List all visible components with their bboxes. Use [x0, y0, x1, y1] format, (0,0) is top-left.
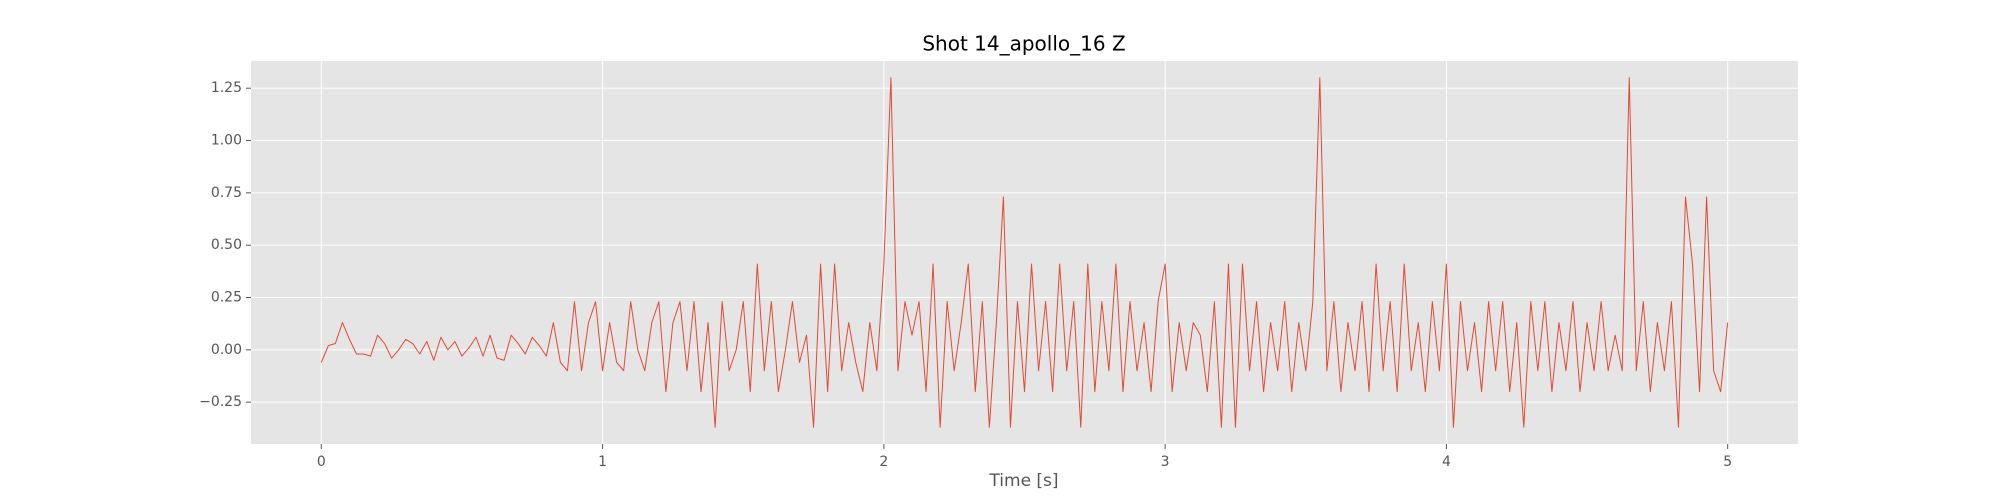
x-tick-label: 2: [879, 454, 888, 470]
x-tick-label: 0: [317, 454, 326, 470]
y-tick-label: 0.00: [211, 342, 242, 358]
y-tick-label: 0.75: [211, 185, 242, 201]
data-line: [320, 77, 1729, 428]
y-tick-label: 0.50: [211, 237, 242, 253]
y-tick-label: −0.25: [199, 394, 242, 410]
plot-area: [251, 61, 1798, 444]
chart-title: Shot 14_apollo_16 Z: [922, 32, 1125, 56]
x-tick-label: 4: [1442, 454, 1451, 470]
y-tick-label: 0.25: [211, 289, 242, 305]
x-tick-label: 5: [1723, 454, 1732, 470]
y-tick-label: 1.00: [211, 133, 242, 149]
x-axis-label: Time [s]: [988, 471, 1058, 491]
x-tick-label: 1: [598, 454, 607, 470]
x-tick-label: 3: [1161, 454, 1170, 470]
y-tick-label: 1.25: [211, 80, 242, 96]
